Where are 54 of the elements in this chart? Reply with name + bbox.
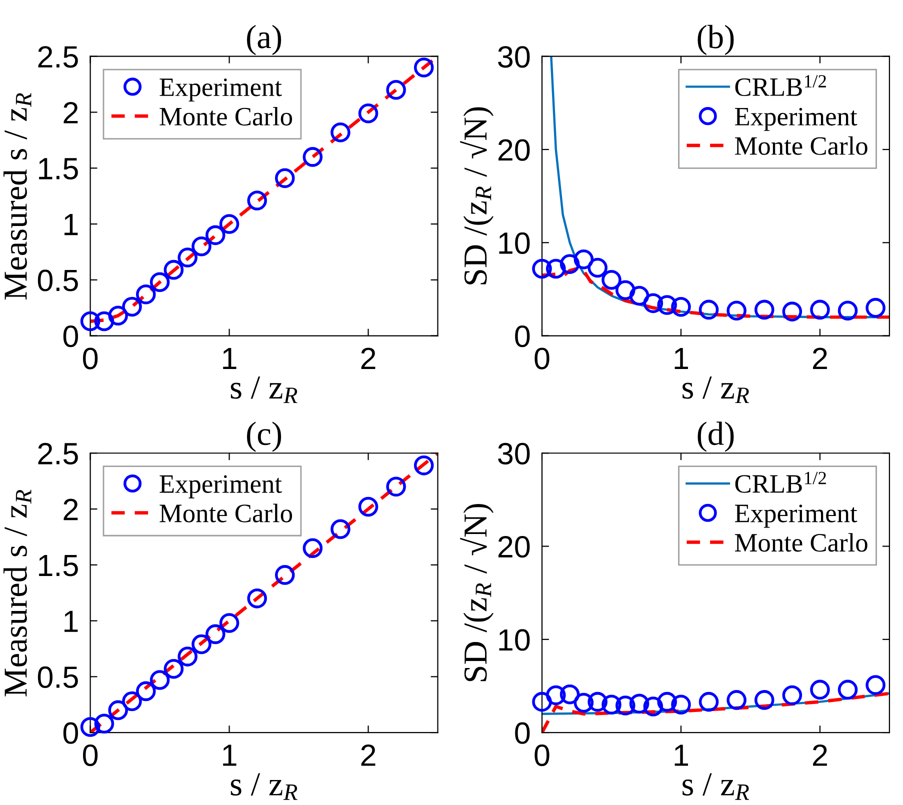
y-tick-label: 30 <box>498 46 530 68</box>
y-tick-label: 1.5 <box>39 554 78 576</box>
y-tick-label: 20 <box>498 139 530 161</box>
chart-title: (a) <box>246 24 282 56</box>
y-tick-label: 0 <box>515 326 530 348</box>
chart-title: (c) <box>246 422 282 452</box>
legend-label: Experiment <box>160 78 282 102</box>
y-tick-label: 2 <box>64 498 78 520</box>
y-axis-title: Measured s / z$_{R}$ <box>4 490 32 696</box>
y-tick-label: 2.5 <box>38 442 78 464</box>
chart-title: (b) <box>698 24 734 56</box>
legend-label: CRLB$^{1/2}$ <box>735 472 826 493</box>
x-tick-label: 1 <box>223 744 236 766</box>
y-tick-label: 1 <box>64 214 78 236</box>
x-tick-label: 2 <box>361 348 376 370</box>
x-tick-label: 2 <box>813 744 827 766</box>
y-axis-title: SD /(z$_{R}$ / √N) <box>460 504 494 682</box>
y-tick-label: 0 <box>63 326 78 348</box>
y-tick-label: 0 <box>515 722 530 744</box>
y-tick-label: 20 <box>498 536 530 558</box>
y-axis-title: SD /(z$_{R}$ / √N) <box>460 107 494 284</box>
y-tick-label: 1.5 <box>39 158 78 180</box>
y-tick-label: 2 <box>64 102 78 124</box>
x-tick-label: 2 <box>813 348 827 370</box>
legend-label: Experiment <box>160 475 282 498</box>
chart-title: (d) <box>698 422 734 452</box>
legend-label: Monte Carlo <box>734 136 868 155</box>
y-axis-title: Measured s / z$_{R}$ <box>4 92 32 300</box>
x-tick-label: 2 <box>361 744 376 766</box>
x-axis-title: s / z$_{R}$ <box>682 773 750 800</box>
x-tick-label: 0 <box>534 744 550 766</box>
legend-label: Monte Carlo <box>160 504 292 522</box>
y-tick-label: 0.5 <box>38 270 78 292</box>
y-tick-label: 0 <box>63 722 78 744</box>
x-axis-title: s / z$_{R}$ <box>230 773 298 800</box>
x-tick-label: 1 <box>674 744 688 766</box>
legend-label: Experiment <box>734 108 858 131</box>
y-tick-label: 0.5 <box>38 666 78 688</box>
x-tick-label: 1 <box>223 348 236 370</box>
y-tick-label: 30 <box>498 442 530 464</box>
x-tick-label: 0 <box>534 348 550 370</box>
x-axis-title: s / z$_{R}$ <box>682 376 750 404</box>
x-tick-label: 0 <box>83 348 98 370</box>
legend-label: CRLB$^{1/2}$ <box>735 75 826 96</box>
y-tick-label: 2.5 <box>38 46 78 68</box>
y-tick-label: 1 <box>64 610 78 632</box>
x-tick-label: 1 <box>674 348 688 370</box>
x-tick-label: 0 <box>83 744 98 766</box>
legend-label: Monte Carlo <box>160 106 292 126</box>
legend-label: Monte Carlo <box>734 533 868 552</box>
y-tick-label: 10 <box>499 232 530 254</box>
x-axis-title: s / z$_{R}$ <box>230 376 298 404</box>
legend-label: Experiment <box>734 504 858 528</box>
y-tick-label: 10 <box>499 629 530 651</box>
